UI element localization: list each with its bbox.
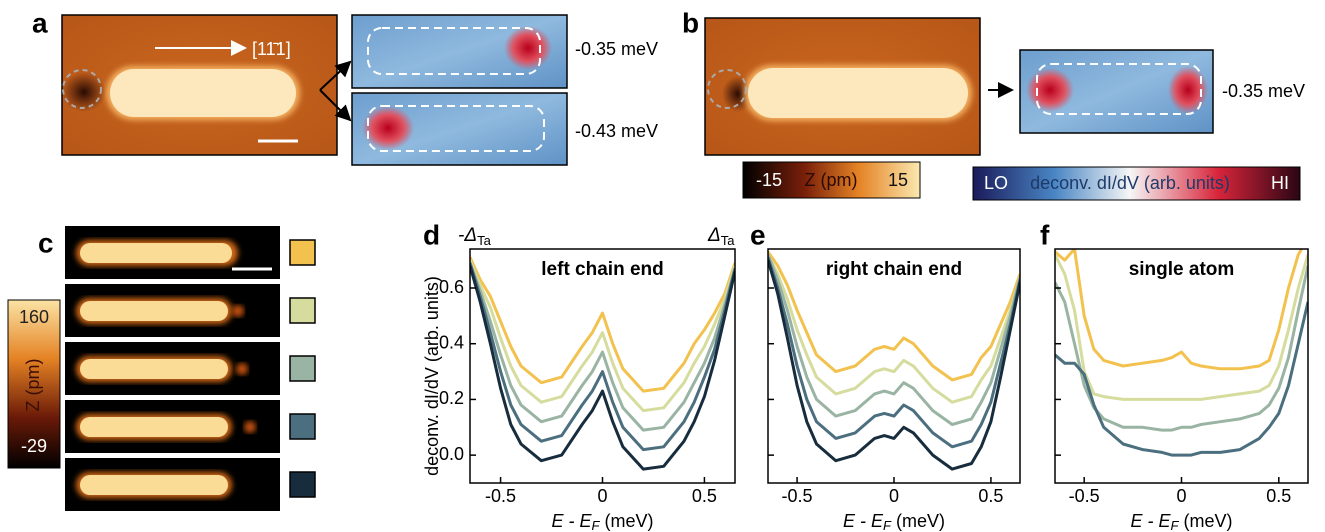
x-tick-label: 0.5 [978, 486, 1003, 506]
direction-label: [11̄1] [252, 39, 291, 59]
data-line [768, 256, 1020, 449]
x-tick-label: 0 [597, 486, 607, 506]
y-tick-label: 0.6 [439, 277, 464, 297]
x-axis-label: E - EF (meV) [843, 511, 945, 532]
chart-title: single atom [1129, 259, 1235, 280]
x-tick-label: -0.5 [782, 486, 813, 506]
panel-label: a [32, 7, 48, 38]
x-axis-label-unit: (meV) [1178, 511, 1232, 531]
data-line [470, 259, 735, 413]
x-tick-label: -0.5 [1069, 486, 1100, 506]
colorbar-label: Z (pm) [23, 359, 43, 412]
x-tick-label: 0.5 [692, 486, 717, 506]
didv-map [351, 14, 568, 89]
colorbar-high: HI [1271, 173, 1289, 193]
colorbar [742, 161, 921, 199]
panel-label: d [423, 219, 440, 250]
colorbar-label: deconv. dI/dV (arb. units) [1030, 173, 1230, 193]
y-tick-label: 0.4 [439, 332, 464, 352]
panel-label: f [1040, 219, 1050, 250]
x-axis-label: E - EF (meV) [552, 511, 654, 532]
colorbar [972, 166, 1301, 201]
x-axis-label-unit: (meV) [599, 511, 653, 531]
data-line [768, 254, 1020, 426]
x-axis-label-main: E - E [843, 511, 884, 531]
color-swatch [289, 355, 316, 382]
gap-label: ΔTa [707, 225, 735, 248]
y-tick-label: 0.2 [439, 388, 464, 408]
x-tick-label: 0.5 [1266, 486, 1291, 506]
arrows [319, 60, 352, 122]
data-line [1055, 265, 1308, 432]
panel-label: c [38, 227, 54, 258]
panel-label: e [750, 219, 766, 250]
color-swatch [289, 471, 316, 498]
color-swatch [289, 239, 316, 266]
x-tick-label: -0.5 [485, 486, 516, 506]
x-axis-label-main: E - E [1131, 511, 1172, 531]
colorbar-label: Z (pm) [805, 170, 858, 190]
topography-image [61, 14, 338, 156]
chart-title: right chain end [826, 259, 962, 280]
data-line [1055, 301, 1308, 457]
energy-label: -0.43 meV [575, 121, 658, 141]
chart-title: left chain end [541, 259, 663, 280]
x-axis-label: E - EF (meV) [1131, 511, 1233, 532]
data-line [470, 262, 735, 452]
y-axis-label: deconv. dI/dV (arb. units) [422, 276, 442, 476]
gap-symbol: Δ [707, 225, 721, 246]
data-line [1055, 253, 1308, 401]
x-tick-label: 0 [1176, 486, 1186, 506]
colorbar-low: LO [984, 173, 1008, 193]
x-axis-label-sub: F [883, 518, 892, 532]
colorbar-max: 160 [19, 307, 49, 327]
gap-symbol: -Δ [458, 225, 477, 246]
colorbar-min: -29 [21, 436, 47, 456]
panel-label: b [682, 7, 699, 38]
plot-area [470, 256, 735, 471]
data-line [470, 256, 735, 393]
topography-image [704, 17, 981, 156]
data-line [470, 262, 735, 432]
gap-label: -ΔTa [458, 225, 492, 248]
color-swatch [289, 297, 316, 324]
plot-area [1055, 249, 1308, 457]
data-line [768, 250, 1020, 382]
colorbar-max: 15 [888, 170, 908, 190]
data-line [768, 259, 1020, 471]
energy-label: -0.35 meV [1222, 81, 1305, 101]
colorbar [7, 299, 61, 469]
x-axis-label-main: E - E [552, 511, 593, 531]
colorbar-min: -15 [756, 170, 782, 190]
energy-label: -0.35 meV [575, 39, 658, 59]
plot-area [768, 250, 1020, 471]
x-axis-label-unit: (meV) [891, 511, 945, 531]
didv-map [351, 92, 568, 166]
plot-frame [1054, 248, 1309, 484]
x-axis-label-sub: F [1171, 518, 1180, 532]
x-axis-label-sub: F [592, 518, 601, 532]
data-line [768, 253, 1020, 404]
data-line [470, 265, 735, 471]
y-tick-label: 0.0 [439, 444, 464, 464]
data-line [1055, 249, 1304, 371]
topography-strips [65, 226, 280, 511]
color-swatch [289, 413, 316, 440]
didv-map [1019, 49, 1214, 134]
gap-subscript: Ta [721, 233, 736, 248]
gap-subscript: Ta [477, 233, 492, 248]
x-tick-label: 0 [889, 486, 899, 506]
